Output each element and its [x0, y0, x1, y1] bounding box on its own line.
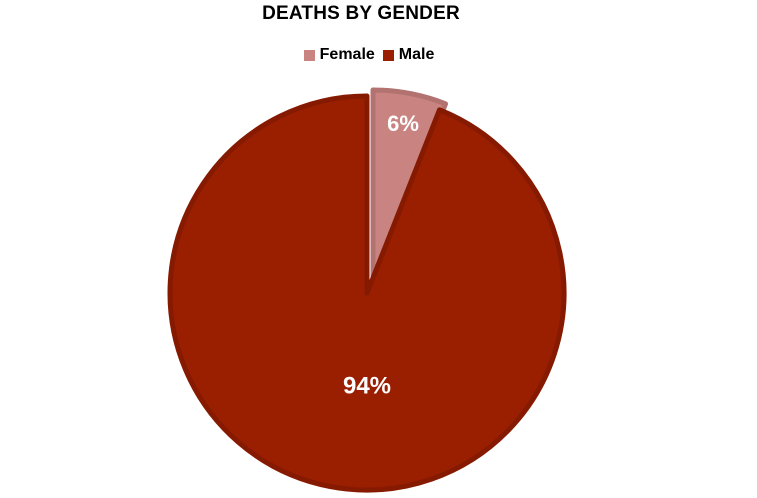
chart-title: DEATHS BY GENDER [262, 3, 460, 24]
legend-swatch-female [303, 49, 315, 61]
pie-slice-male [167, 93, 567, 493]
legend-item-female: Female [303, 46, 375, 64]
slice-label-female: 6% [387, 111, 419, 136]
legend-label-male: Male [398, 46, 435, 63]
pie-labels: 6% 94% [343, 111, 419, 400]
legend-label-female: Female [319, 46, 375, 63]
legend: Female Male [0, 46, 746, 64]
legend-item-male: Male [382, 46, 435, 64]
pie-slices [167, 87, 567, 493]
legend-swatch-male [382, 49, 394, 61]
slice-label-male: 94% [343, 372, 391, 399]
